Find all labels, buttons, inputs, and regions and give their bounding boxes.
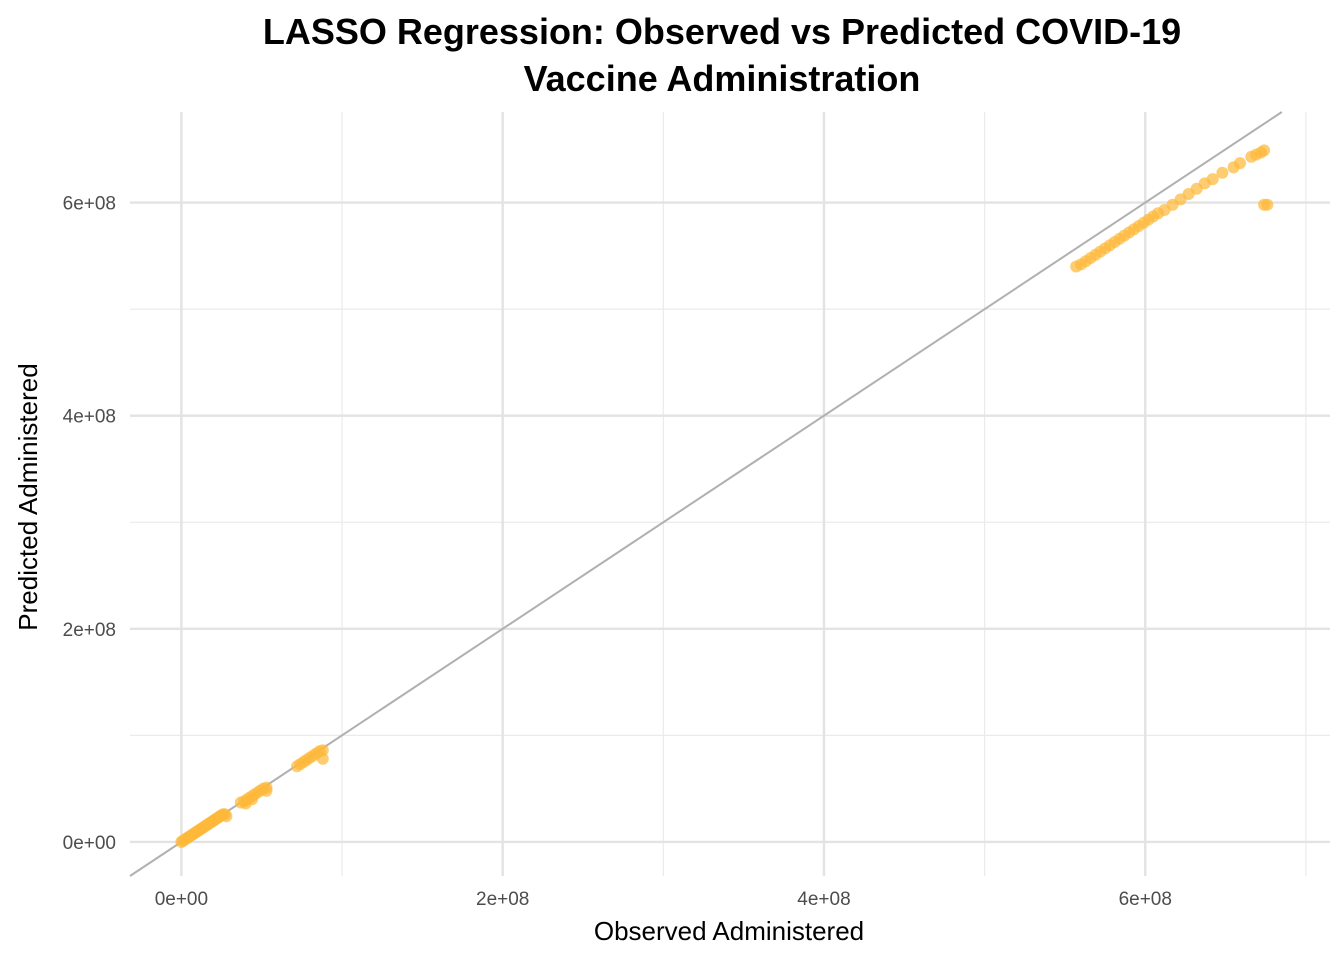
data-point bbox=[220, 810, 233, 823]
y-axis-title: Predicted Administered bbox=[13, 363, 43, 630]
x-tick-label: 6e+08 bbox=[1119, 889, 1172, 910]
x-tick-label: 2e+08 bbox=[476, 889, 529, 910]
data-point bbox=[1216, 166, 1229, 179]
data-point bbox=[1261, 198, 1274, 211]
y-tick-label: 6e+08 bbox=[63, 194, 116, 215]
y-tick-label: 0e+00 bbox=[63, 833, 116, 854]
y-axis-tick-labels: 0e+00 2e+08 4e+08 6e+08 bbox=[63, 194, 116, 854]
x-axis-title: Observed Administered bbox=[594, 916, 864, 946]
x-tick-label: 0e+00 bbox=[155, 889, 208, 910]
data-point bbox=[1234, 157, 1246, 170]
data-point bbox=[1258, 144, 1271, 157]
chart-title-line-2: Vaccine Administration bbox=[524, 58, 921, 99]
data-point bbox=[316, 752, 329, 765]
chart-title-line-1: LASSO Regression: Observed vs Predicted … bbox=[263, 11, 1181, 52]
major-gridlines bbox=[130, 112, 1330, 876]
y-tick-label: 4e+08 bbox=[63, 407, 116, 428]
data-points bbox=[175, 144, 1274, 848]
x-axis-tick-labels: 0e+00 2e+08 4e+08 6e+08 bbox=[155, 889, 1172, 910]
x-tick-label: 4e+08 bbox=[797, 889, 850, 910]
data-point bbox=[316, 744, 329, 757]
minor-gridlines bbox=[130, 112, 1330, 876]
data-point bbox=[1206, 173, 1219, 186]
y-tick-label: 2e+08 bbox=[63, 620, 116, 641]
data-point bbox=[260, 784, 273, 797]
data-point bbox=[239, 797, 252, 810]
